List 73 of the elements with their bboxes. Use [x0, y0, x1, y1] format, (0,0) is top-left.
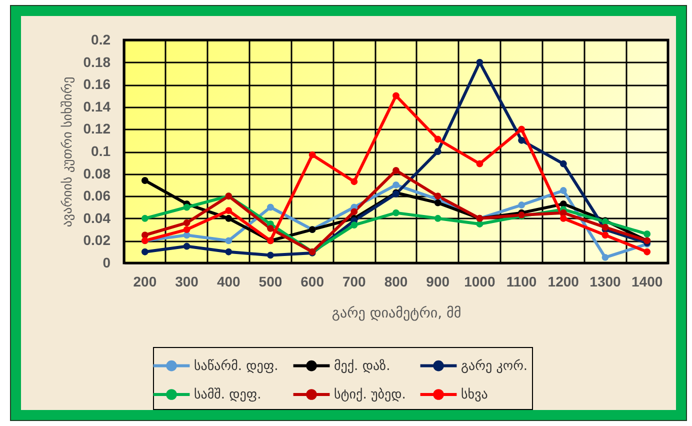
x-tick-label: 1400 — [632, 274, 663, 290]
point — [225, 214, 232, 222]
x-tick-label: 400 — [216, 274, 241, 290]
point — [392, 181, 400, 188]
y-tick-label: 0.08 — [83, 165, 111, 182]
point — [225, 248, 232, 256]
point — [141, 232, 148, 239]
point — [602, 254, 609, 261]
point — [350, 222, 358, 229]
y-tick-label: 0.14 — [83, 98, 111, 114]
point — [602, 232, 609, 239]
legend-label: მექ. დაზ. — [334, 358, 390, 374]
legend-label: სამშ. დეფ. — [194, 388, 262, 402]
point — [434, 199, 442, 206]
point — [308, 151, 316, 158]
x-tick-label: 800 — [384, 274, 408, 290]
x-tick-label: 500 — [258, 274, 282, 290]
point — [644, 248, 651, 256]
point — [267, 224, 274, 232]
point — [602, 224, 609, 231]
point — [267, 252, 274, 259]
point — [644, 230, 651, 238]
point — [518, 126, 525, 133]
point — [560, 214, 567, 222]
x-tick-label: 700 — [342, 274, 366, 290]
point — [476, 58, 484, 66]
legend-label: საწარმ. დეფ. — [194, 358, 278, 374]
point — [225, 207, 232, 214]
point — [350, 178, 358, 186]
x-tick-label: 600 — [300, 274, 324, 290]
point — [518, 202, 525, 208]
point — [141, 177, 148, 184]
point — [183, 226, 190, 234]
point — [392, 209, 400, 216]
point — [183, 219, 190, 226]
point — [267, 204, 274, 211]
x-tick-label: 1000 — [464, 274, 496, 290]
point — [225, 237, 232, 244]
point — [434, 192, 442, 200]
y-tick-label: 0.16 — [83, 76, 111, 92]
x-tick-label: 1200 — [548, 274, 580, 290]
point — [141, 248, 148, 256]
x-axis-title: გარე დიამეტრი, მმ — [332, 306, 462, 322]
point — [392, 167, 400, 174]
x-tick-label: 1300 — [590, 274, 622, 290]
point — [392, 92, 400, 100]
y-tick-label: 0.18 — [83, 54, 111, 70]
x-tick-label: 300 — [175, 274, 199, 290]
y-tick-label: 0.1 — [91, 143, 111, 159]
point — [183, 242, 190, 250]
point — [476, 160, 484, 168]
point — [434, 214, 442, 222]
point — [434, 148, 442, 155]
y-axis-title: ავარიის კუთრი სიხშირე — [60, 76, 76, 228]
point — [434, 136, 442, 143]
y-tick-label: 0.12 — [83, 120, 111, 137]
y-tick-label: 0.2 — [91, 32, 111, 48]
point — [350, 208, 358, 216]
y-tick-label: 0.02 — [83, 232, 111, 248]
y-tick-label: 0.06 — [83, 188, 111, 204]
legend-label: სხვა — [461, 388, 488, 402]
point — [560, 160, 567, 168]
legend-label: სტიქ. უბედ. — [334, 388, 406, 402]
legend-label: გარე კორ. — [461, 358, 528, 374]
point — [183, 204, 190, 211]
x-tick-label: 1100 — [506, 274, 537, 290]
point — [518, 136, 525, 144]
point — [141, 214, 148, 222]
y-tick-label: 0.04 — [83, 210, 111, 226]
point — [560, 187, 567, 194]
x-tick-label: 200 — [133, 274, 157, 290]
x-tick-label: 900 — [426, 274, 450, 290]
y-tick-label: 0 — [102, 254, 111, 270]
